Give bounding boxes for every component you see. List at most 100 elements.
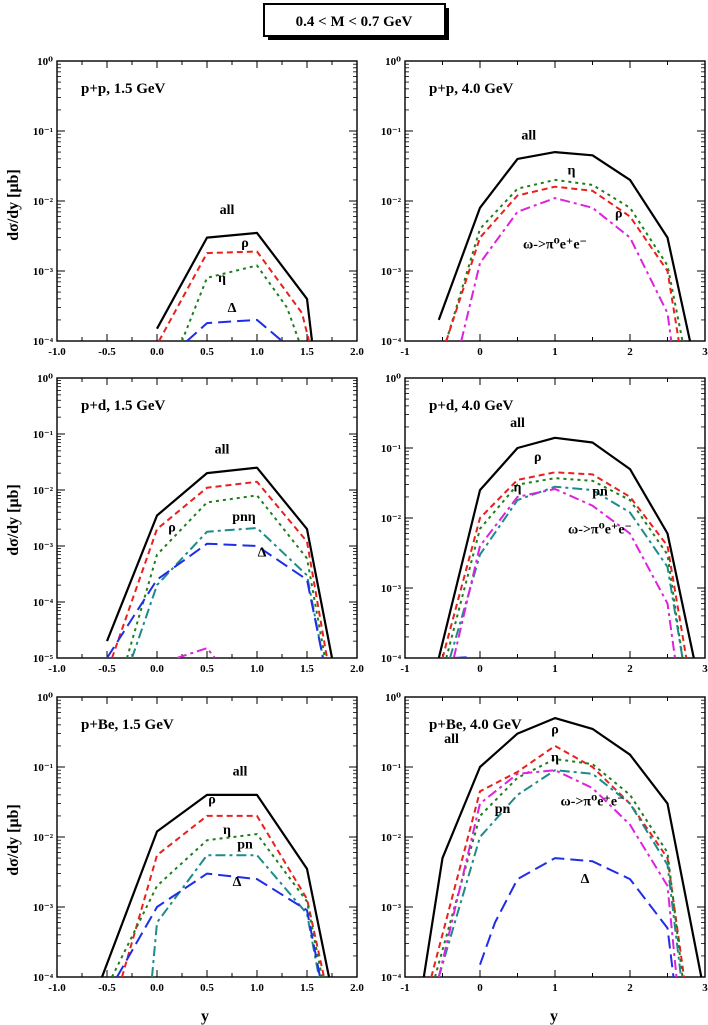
panel-title: p+Be, 1.5 GeV <box>81 717 174 733</box>
curve-label: ω->π⁰e⁺e⁻ <box>561 795 625 810</box>
series-line <box>126 494 326 658</box>
series-line <box>111 833 323 977</box>
y-tick-label: 10⁻⁴ <box>381 336 402 348</box>
series-line <box>131 527 324 658</box>
series-line <box>111 480 328 658</box>
curve-label: η <box>568 163 576 178</box>
x-tick-label: 2.0 <box>350 982 364 994</box>
series-line <box>116 872 321 977</box>
series-line <box>121 814 325 977</box>
curve-label: pn <box>237 838 253 853</box>
plot-frame <box>56 60 358 342</box>
series-group <box>437 151 692 341</box>
y-axis-label-row2: dσ/dy [μb] <box>5 484 22 556</box>
panel-3: -1.0 -0.5 0.0 0.5 1.0 1.5 2.0 10⁻⁵ 10⁻⁴ 10⁻³ 10⁻² 1… <box>33 373 364 675</box>
series-group <box>437 436 695 658</box>
y-tick-label: 10⁻³ <box>33 266 54 278</box>
y-tick-label: 10⁰ <box>37 373 53 385</box>
curve-label: ω->π⁰e⁺e⁻ <box>523 237 587 252</box>
curve-label: ρ <box>615 207 623 222</box>
x-tick-label: -1.0 <box>48 663 66 675</box>
curve-label: pnη <box>232 510 256 525</box>
series-line <box>422 716 703 977</box>
x-tick-label: 3 <box>702 346 708 358</box>
curve-label: all <box>220 203 235 218</box>
x-axis-label-left: y <box>201 1008 209 1025</box>
curve-label: η <box>223 823 231 838</box>
curve-label: Δ <box>233 875 242 890</box>
x-tick-label: 1.0 <box>250 346 264 358</box>
series-line <box>452 488 676 658</box>
panel-title: p+Be, 4.0 GeV <box>429 717 522 733</box>
x-tick-label: 0 <box>477 346 483 358</box>
y-tick-label: 10⁻² <box>33 832 54 844</box>
series-line <box>151 854 320 977</box>
y-tick-label: 10⁻¹ <box>381 443 401 455</box>
series-line <box>449 485 684 658</box>
y-tick-label: 10⁻⁴ <box>381 972 402 984</box>
panel-title: p+d, 1.5 GeV <box>81 398 166 414</box>
series-line <box>181 264 300 341</box>
y-tick-label: 10⁻² <box>381 513 402 525</box>
x-tick-label: -1.0 <box>48 346 66 358</box>
x-tick-label: 3 <box>702 982 708 994</box>
series-group <box>100 793 331 977</box>
y-tick-label: 10⁻⁴ <box>33 597 54 609</box>
y-tick-label: 10⁻¹ <box>33 762 53 774</box>
y-tick-label: 10⁰ <box>385 373 401 385</box>
curve-label: ρ <box>534 450 542 465</box>
panel-title: p+d, 4.0 GeV <box>429 398 514 414</box>
x-tick-label: 1 <box>552 346 558 358</box>
x-tick-label: 2.0 <box>350 663 364 675</box>
x-tick-label: -1.0 <box>48 982 66 994</box>
plot-frame <box>56 377 358 659</box>
series-line <box>430 744 685 977</box>
curve-label: Δ <box>258 545 267 560</box>
x-tick-label: 2 <box>627 663 633 675</box>
y-tick-label: 10⁰ <box>385 692 401 704</box>
y-tick-label: 10⁻² <box>381 196 402 208</box>
curve-label: ρ <box>241 236 249 251</box>
y-tick-label: 10⁻² <box>33 485 54 497</box>
y-tick-label: 10⁻³ <box>33 902 54 914</box>
y-tick-label: 10⁻³ <box>381 583 402 595</box>
y-tick-label: 10⁰ <box>37 56 53 68</box>
curve-label: ρ <box>168 521 176 536</box>
series-line <box>479 857 675 977</box>
x-tick-label: -1 <box>400 346 409 358</box>
x-tick-label: 0.0 <box>150 663 164 675</box>
x-tick-label: 2 <box>627 982 633 994</box>
x-tick-label: 1.0 <box>250 663 264 675</box>
panel-2: -1 0 1 2 3 10⁻⁴ 10⁻³ 10⁻² 10⁻¹ 10⁰ p+p, 4.0 GeV all… <box>381 56 708 358</box>
series-line <box>441 471 688 658</box>
series-line <box>105 466 334 658</box>
y-tick-label: 10⁻¹ <box>381 762 401 774</box>
curve-label: ρ <box>551 723 559 738</box>
curve-label: pn <box>592 484 608 499</box>
y-tick-label: 10⁻² <box>381 832 402 844</box>
x-tick-label: 1 <box>552 663 558 675</box>
figure-title: 0.4 < M < 0.7 GeV <box>296 14 413 30</box>
curve-label: Δ <box>581 872 590 887</box>
y-tick-label: 10⁻¹ <box>381 126 401 138</box>
x-tick-label: 0 <box>477 982 483 994</box>
y-tick-label: 10⁻² <box>33 196 54 208</box>
series-line <box>445 477 684 658</box>
title-box: 0.4 < M < 0.7 GeV <box>263 3 449 40</box>
curve-label: all <box>233 765 248 780</box>
x-tick-label: 3 <box>702 663 708 675</box>
series-line <box>100 793 331 977</box>
series-line <box>106 542 324 658</box>
series-line <box>445 178 684 341</box>
y-tick-label: 10⁰ <box>37 692 53 704</box>
curve-label: ρ <box>208 793 216 808</box>
curve-label: all <box>215 442 230 457</box>
y-tick-label: 10⁻⁴ <box>33 336 54 348</box>
x-tick-label: 1.5 <box>300 346 314 358</box>
series-group <box>422 716 703 977</box>
x-tick-label: 1 <box>552 982 558 994</box>
x-tick-label: 0 <box>477 663 483 675</box>
x-tick-label: -0.5 <box>98 982 116 994</box>
x-tick-label: -0.5 <box>98 663 116 675</box>
